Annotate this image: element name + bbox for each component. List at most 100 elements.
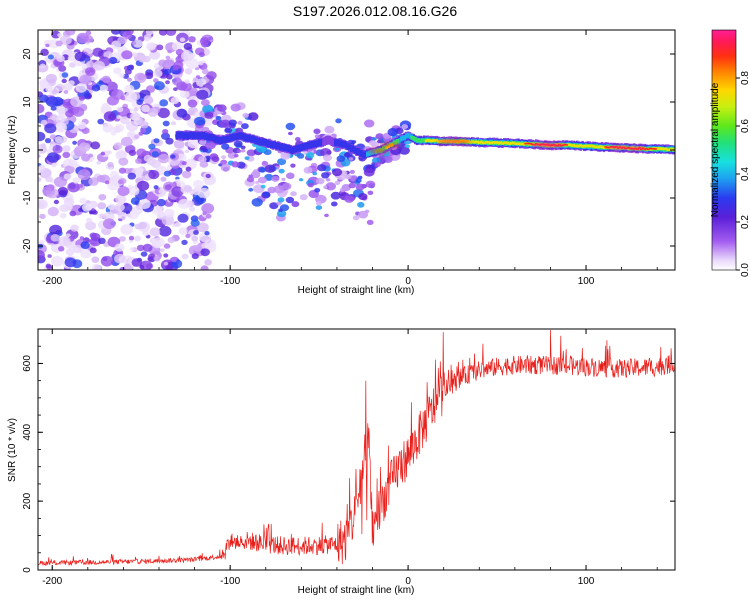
spectrogram-noise-blob: [200, 265, 209, 270]
spectrogram-ridge-cell: [426, 139, 430, 142]
spectrogram-ridge-cell: [415, 138, 419, 143]
spectrogram-noise-blob: [44, 123, 57, 134]
spectrogram-noise-blob: [58, 246, 65, 252]
spectrogram-noise-blob: [175, 178, 181, 184]
spectrogram-noise-blob: [165, 30, 177, 36]
spectrogram-noise-blob: [181, 239, 188, 245]
spectrogram-noise-blob: [134, 223, 142, 230]
spectrogram-noise-blob: [101, 75, 111, 84]
spectrogram-transition-blob: [221, 143, 230, 150]
spectrogram-noise-blob: [184, 68, 193, 75]
spectrogram-noise-blob: [89, 247, 97, 254]
spectrogram-ridge-cell: [570, 144, 574, 147]
spectrogram-ridge-cell: [246, 134, 250, 142]
spectrogram-noise-blob: [201, 41, 209, 48]
spectrogram-transition-blob: [348, 182, 356, 189]
spectrogram-noise-blob: [88, 177, 99, 186]
spectrogram-noise-blob: [127, 172, 136, 180]
spectrogram-transition-blob: [366, 219, 374, 225]
spectrogram-transition-blob: [267, 186, 277, 194]
spectrogram-transition-blob: [372, 137, 377, 141]
spectrogram-ridge-cell: [236, 132, 239, 140]
spectrogram-noise-blob: [96, 175, 106, 183]
spectrogram-noise-blob: [64, 257, 77, 268]
spectrogram-transition-blob: [247, 112, 259, 121]
spectrogram-noise-blob: [179, 90, 190, 99]
spectrogram-ridge-cell: [490, 141, 494, 145]
spectrogram-ridge-cell: [326, 135, 330, 145]
spectrogram-ridge-cell: [335, 138, 339, 146]
spectrogram-ridge-cell: [476, 140, 479, 144]
spectrogram-noise-blob: [52, 144, 63, 154]
spectrogram-noise-blob: [166, 74, 173, 80]
spectrogram-noise-blob: [153, 81, 165, 91]
spectrogram-transition-blob: [315, 205, 323, 211]
spectrogram-noise-blob: [156, 44, 164, 51]
spectrogram-noise-blob: [158, 59, 167, 67]
spectrogram-ridge-cell: [179, 131, 182, 139]
spectrogram-noise-blob: [162, 129, 169, 135]
spectrogram-noise-blob: [67, 182, 80, 193]
spectrogram-noise-blob: [160, 176, 167, 182]
spectrogram-ridge-cell: [433, 139, 437, 142]
spectrogram-noise-blob: [67, 55, 75, 62]
spectrogram-ridge-cell: [196, 132, 200, 139]
spectrogram-ridge-cell: [394, 140, 397, 145]
spectrogram-ridge-cell: [294, 145, 298, 153]
spectrogram-ridge-cell: [487, 141, 490, 144]
spectrogram-transition-blob: [307, 182, 314, 188]
spectrogram-noise-blob: [191, 253, 199, 260]
spectrogram-noise-blob: [102, 123, 114, 133]
spectrogram-transition-blob: [286, 172, 295, 180]
spectrogram-ridge-cell: [293, 145, 296, 153]
spectrogram-ridge-cell: [262, 138, 266, 146]
spectrogram-ridge-cell: [414, 137, 417, 141]
spectrogram-noise-blob: [116, 106, 124, 113]
spectrogram-noise-blob: [132, 205, 143, 215]
spectrogram-noise-blob: [148, 170, 160, 180]
spectrogram-ridge-cell: [248, 134, 252, 142]
spectrogram-transition-blob: [217, 104, 227, 112]
spectrogram-noise-blob: [53, 199, 60, 205]
spectrogram-ridge-cell: [245, 134, 248, 142]
spectrogram-noise-blob: [170, 154, 176, 159]
spectrogram-ridge-cell: [503, 141, 506, 144]
spectrogram-ridge-cell: [360, 150, 364, 158]
spectrogram-noise-blob: [120, 116, 130, 125]
spectrogram-noise-blob: [140, 251, 148, 257]
spectrogram-transition-blob: [321, 172, 330, 179]
snr-y-ticks: 0 200 400 600: [22, 328, 675, 573]
spectrogram-noise-blob: [50, 234, 60, 242]
spectrogram-ridge-cell: [303, 142, 307, 150]
spectrogram-noise-blob: [190, 219, 200, 227]
spectrogram-ridge-cell: [648, 147, 652, 150]
spectrogram-transition-blob: [281, 177, 286, 181]
spectrogram-transition-blob: [228, 119, 237, 126]
spectrogram-ridge-cell: [323, 136, 326, 146]
y-tick-label: -20: [22, 238, 33, 253]
spectrogram-transition-blob: [315, 177, 325, 185]
spectrogram-ridge-cell: [661, 147, 664, 151]
spectrogram-noise-blob: [130, 197, 140, 205]
spectrogram-noise-blob: [129, 247, 135, 252]
spectrogram-ridge-cell: [421, 138, 424, 143]
spectrogram-noise-blob: [39, 213, 46, 220]
spectrogram-noise-blob: [178, 227, 188, 235]
colorbar-tick-label: 0.4: [740, 167, 750, 181]
spectrogram-noise-blob: [45, 175, 53, 183]
spectrogram-ridge-cell: [428, 139, 431, 142]
spectrogram-peak-core: [608, 146, 629, 149]
spectrogram-noise-blob: [59, 35, 72, 46]
spectrogram-transition-blob: [258, 176, 267, 184]
spectrogram-noise-blob: [107, 203, 116, 210]
spectrogram-ridge-cell: [583, 144, 586, 148]
spectrogram-noise-blob: [116, 115, 122, 119]
spectrogram-transition-blob: [315, 200, 322, 206]
spectrogram-ridge-cell: [396, 139, 399, 143]
spectrogram-ridge-cell: [405, 133, 408, 139]
spectrogram-ridge-cell: [328, 135, 332, 145]
spectrogram-ridge-cell: [435, 139, 438, 142]
spectrogram-noise-blob: [156, 198, 166, 207]
spectrogram-ridge-cell: [321, 137, 325, 147]
spectrogram-ridge-cell: [387, 145, 390, 148]
